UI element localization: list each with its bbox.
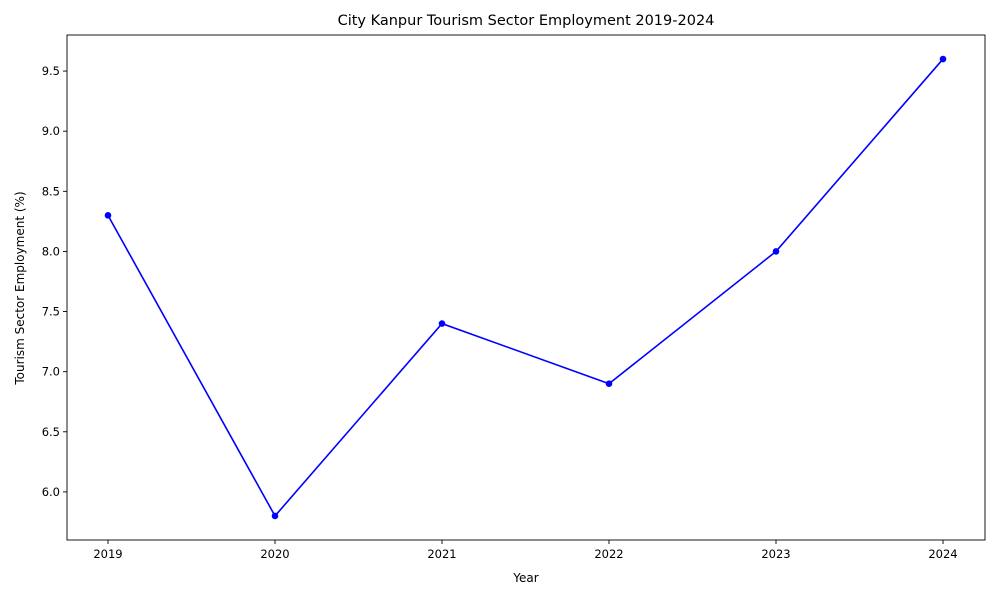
y-axis-label: Tourism Sector Employment (%) (13, 191, 27, 385)
x-tick-label: 2020 (260, 547, 289, 561)
data-point (605, 380, 613, 387)
plot-area: 2019 2020 2021 2022 2023 2024 6.0 6.5 7.0 7.5 8.0 8… (42, 34, 986, 561)
plot-frame (66, 34, 986, 541)
y-tick-label: 9.0 (42, 124, 60, 138)
data-point (772, 248, 780, 255)
data-point (104, 212, 112, 219)
x-tick-label: 2024 (928, 547, 957, 561)
chart-title: City Kanpur Tourism Sector Employment 20… (338, 13, 715, 29)
x-tick-label: 2022 (594, 547, 623, 561)
y-tick-label: 8.0 (42, 244, 60, 258)
x-tick-label: 2021 (427, 547, 456, 561)
y-tick-label: 7.0 (42, 365, 60, 379)
y-tick-label: 6.0 (42, 485, 60, 499)
x-tick-label: 2019 (93, 547, 122, 561)
x-tick-label: 2023 (761, 547, 790, 561)
y-tick-label: 8.5 (42, 184, 60, 198)
data-point (438, 320, 446, 327)
series-line (107, 58, 944, 518)
y-tick-label: 6.5 (42, 425, 60, 439)
data-point (939, 55, 947, 63)
y-tick-label: 9.5 (42, 64, 60, 78)
data-point (271, 512, 279, 520)
y-tick-label: 7.5 (42, 305, 60, 319)
x-axis-label: Year (512, 571, 538, 585)
